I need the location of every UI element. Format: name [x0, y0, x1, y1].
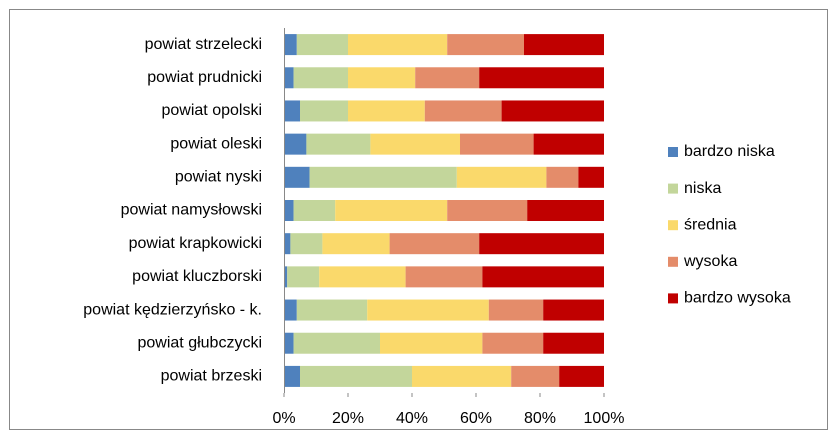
- bar-segment: [300, 100, 348, 122]
- x-tick-label: 40%: [396, 410, 428, 427]
- bar-segment: [389, 233, 480, 255]
- bar-segment: [348, 67, 416, 89]
- bar-segment: [284, 100, 300, 122]
- bar-segment: [380, 332, 483, 354]
- bar-segment: [412, 365, 512, 387]
- bar-segment: [367, 299, 489, 321]
- y-tick-label: powiat namysłowski: [121, 202, 262, 219]
- bar-segment: [296, 299, 368, 321]
- bar-segment: [284, 233, 291, 255]
- bar-segment: [559, 365, 604, 387]
- bar-segment: [284, 133, 307, 155]
- legend-swatch: [668, 183, 678, 194]
- bar-segment: [479, 233, 604, 255]
- bar-segment: [424, 100, 502, 122]
- bar-segment: [284, 67, 294, 89]
- bar-segment: [293, 67, 348, 89]
- bar-segment: [415, 67, 480, 89]
- bar-segment: [309, 166, 457, 188]
- bar-segment: [543, 299, 604, 321]
- bar-segment: [287, 266, 320, 288]
- y-tick-label: powiat oleski: [170, 135, 262, 152]
- bar-segment: [284, 332, 294, 354]
- y-tick-label: powiat krapkowicki: [129, 235, 262, 252]
- bar-segment: [322, 233, 390, 255]
- bar-segment: [284, 266, 288, 288]
- bar-segment: [543, 332, 604, 354]
- bar-segment: [511, 365, 560, 387]
- bar-segment: [447, 200, 528, 221]
- bar-segment: [284, 299, 297, 321]
- legend-label: bardzo wysoka: [684, 290, 791, 307]
- legend-swatch: [668, 293, 678, 304]
- bar-segment: [284, 200, 294, 221]
- bar-segment: [335, 200, 448, 221]
- bar-segment: [306, 133, 371, 155]
- bar-segment: [482, 266, 604, 288]
- bar-segment: [348, 34, 448, 56]
- bar-segment: [456, 166, 547, 188]
- bar-segment: [293, 200, 336, 221]
- bar-segment: [284, 34, 297, 56]
- bar-segment: [370, 133, 460, 155]
- y-tick-label: powiat strzelecki: [145, 36, 262, 53]
- bar-segment: [319, 266, 406, 288]
- bar-segment: [578, 166, 604, 188]
- y-tick-label: powiat brzeski: [161, 368, 262, 385]
- y-tick-label: powiat kędzierzyńsko - k.: [83, 301, 262, 318]
- bar-segment: [533, 133, 604, 155]
- bar-segment: [296, 34, 348, 56]
- legend-swatch: [668, 256, 678, 267]
- bar-segment: [284, 365, 300, 387]
- x-tick-label: 80%: [524, 410, 556, 427]
- bar-segment: [284, 166, 310, 188]
- legend-label: niska: [684, 180, 721, 197]
- bar-segment: [348, 100, 425, 122]
- bar-segment: [527, 200, 604, 221]
- legend-label: średnia: [684, 216, 737, 233]
- x-tick-label: 60%: [460, 410, 492, 427]
- y-tick-label: powiat nyski: [175, 169, 262, 186]
- y-tick-label: powiat prudnicki: [147, 69, 262, 86]
- bar-segment: [447, 34, 524, 56]
- bar-segment: [482, 332, 544, 354]
- x-tick-label: 20%: [332, 410, 364, 427]
- bar-segment: [293, 332, 380, 354]
- bar-segment: [405, 266, 483, 288]
- legend-label: wysoka: [683, 253, 737, 270]
- x-tick-label: 100%: [584, 410, 625, 427]
- bar-segment: [546, 166, 579, 188]
- bar-segment: [501, 100, 604, 122]
- legend-swatch: [668, 147, 678, 157]
- bar-segment: [300, 365, 412, 387]
- bar-segment: [460, 133, 534, 155]
- bar-segment: [479, 67, 604, 89]
- y-tick-label: powiat głubczycki: [138, 334, 263, 351]
- bar-segment: [524, 34, 604, 56]
- y-tick-label: powiat kluczborski: [132, 268, 262, 285]
- bar-segment: [290, 233, 323, 255]
- bar-segment: [488, 299, 544, 321]
- y-tick-label: powiat opolski: [162, 102, 263, 119]
- legend-swatch: [668, 220, 678, 231]
- x-tick-label: 0%: [272, 410, 295, 427]
- legend-label: bardzo niska: [684, 143, 775, 160]
